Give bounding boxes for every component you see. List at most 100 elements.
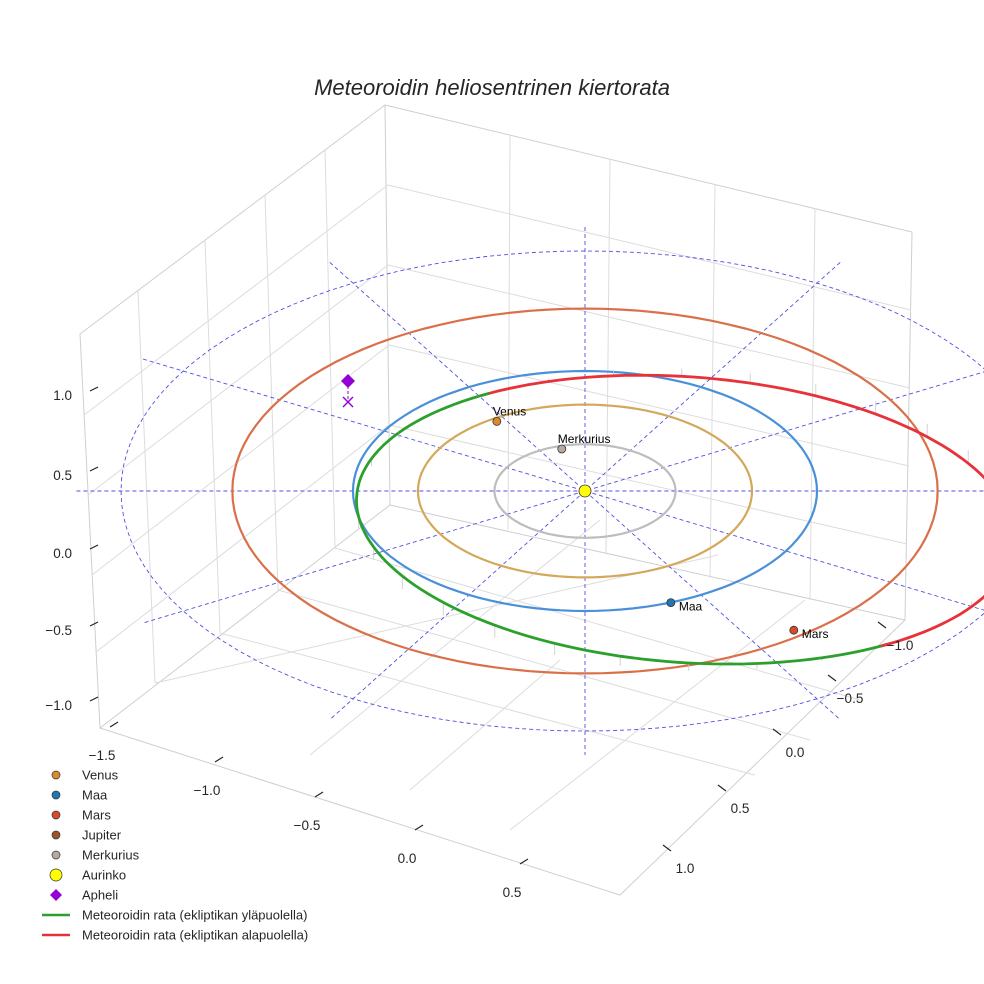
grid-line: [809, 207, 816, 601]
grid-line: [219, 632, 756, 776]
grid-line: [605, 159, 611, 554]
y-tick: [772, 728, 782, 736]
legend-item: Jupiter: [51, 828, 122, 843]
ecliptic-radial-line: [329, 262, 841, 720]
body-label-mars: Mars: [802, 627, 829, 641]
legend-circle-swatch: [51, 830, 61, 840]
aphelion-projection-marker: [342, 396, 354, 408]
z-tick-label: −0.5: [45, 623, 72, 638]
y-tick-label: 0.5: [731, 801, 750, 816]
legend-item: Apheli: [50, 888, 118, 903]
legend-label: Venus: [82, 768, 119, 783]
body-label-merkurius: Merkurius: [558, 432, 611, 446]
legend-circle-swatch: [51, 770, 61, 780]
z-tick: [89, 466, 99, 472]
pane-left-edge: [79, 104, 391, 729]
y-tick: [827, 674, 837, 682]
legend-label: Jupiter: [82, 828, 122, 843]
legend-circle-swatch: [51, 790, 61, 800]
legend-item: Venus: [51, 768, 119, 783]
y-tick-label: 1.0: [676, 861, 695, 876]
legend-label: Meteoroidin rata (ekliptikan yläpuolella…: [82, 908, 307, 923]
orbit-venus: [416, 403, 754, 579]
y-tick: [877, 621, 887, 629]
orbit-maa: [351, 369, 819, 613]
x-tick-label: 0.0: [398, 851, 417, 866]
x-tick: [314, 791, 324, 798]
y-tick-label: −0.5: [837, 691, 864, 706]
x-tick-label: −1.5: [89, 748, 116, 763]
chart-title: Meteoroidin heliosentrinen kiertorata: [314, 75, 670, 100]
y-tick: [662, 844, 672, 852]
legend-label: Apheli: [82, 888, 118, 903]
legend-item: Meteoroidin rata (ekliptikan yläpuolella…: [42, 908, 307, 923]
body-maa: [666, 598, 676, 607]
legend-item: Mars: [51, 808, 111, 823]
z-tick-label: 0.5: [53, 468, 72, 483]
x-tick-label: 0.5: [503, 885, 522, 900]
legend-label: Merkurius: [82, 848, 140, 863]
z-tick: [89, 696, 99, 702]
z-tick: [89, 386, 99, 392]
legend-circle-swatch: [49, 868, 63, 882]
meteoroid-orbit-below: [479, 373, 984, 648]
legend: Venus Maa Mars Jupiter Merkurius Aurinko Aphel…: [42, 768, 308, 943]
x-tick: [214, 756, 224, 763]
grid-line: [388, 344, 910, 467]
legend-item: Maa: [51, 788, 108, 803]
grid-line: [264, 194, 279, 591]
grid-line: [309, 519, 601, 756]
body-aurinko: [578, 484, 592, 498]
meteoroid-orbit-above: [355, 431, 891, 666]
x-tick: [109, 721, 119, 728]
axis-tick-labels: −1.5 −1.0 −0.5 0.0 0.5 −1.0 −0.5 0.0 0.5 1.0 −1.0 −…: [45, 388, 913, 900]
z-tick-label: 0.0: [53, 546, 72, 561]
z-tick-label: −1.0: [45, 698, 72, 713]
grid-line: [137, 290, 156, 684]
meteoroid-orbit: [355, 373, 984, 666]
ecliptic-grid: [74, 227, 984, 755]
orbit-merkurius: [493, 443, 677, 539]
orbit-mars: [231, 307, 939, 675]
grid-line: [204, 239, 221, 634]
legend-item: Aurinko: [49, 868, 126, 883]
legend-item: Merkurius: [51, 848, 140, 863]
aphelion-marker-group: [341, 374, 355, 408]
axis-panes: [79, 104, 913, 896]
y-tick-label: 0.0: [786, 745, 805, 760]
legend-circle-swatch: [51, 810, 61, 820]
grid-line: [87, 264, 389, 496]
grid-line: [387, 184, 912, 311]
grid-line: [507, 134, 511, 531]
ecliptic-radial-line: [329, 262, 841, 720]
pane-right-edge: [384, 104, 913, 621]
grid-line: [324, 149, 336, 549]
body-venus: [492, 416, 502, 426]
z-tick-label: 1.0: [53, 388, 72, 403]
x-tick-label: −1.0: [194, 783, 221, 798]
grid-line: [83, 184, 389, 416]
grid-line: [154, 554, 719, 684]
legend-diamond-swatch: [50, 889, 62, 901]
y-tick: [717, 784, 727, 792]
grid-line: [334, 547, 861, 701]
body-mars: [789, 625, 799, 635]
legend-item: Meteoroidin rata (ekliptikan alapuolella…: [42, 928, 308, 943]
legend-label: Aurinko: [82, 868, 126, 883]
body-label-maa: Maa: [679, 600, 703, 614]
meteoroid-orbit-above: [398, 391, 490, 434]
legend-label: Maa: [82, 788, 108, 803]
axis-ticks: [89, 386, 887, 865]
legend-circle-swatch: [51, 850, 61, 860]
grid-line: [709, 183, 716, 579]
bodies: Merkurius Venus Maa Mars: [492, 404, 829, 641]
grid-line: [95, 424, 390, 653]
z-tick: [89, 544, 99, 550]
grid-line: [387, 264, 911, 389]
planet-orbits: [231, 307, 939, 675]
grid-line: [91, 344, 390, 576]
x-tick: [414, 824, 424, 831]
x-tick: [519, 858, 529, 865]
legend-label: Mars: [82, 808, 111, 823]
legend-label: Meteoroidin rata (ekliptikan alapuolella…: [82, 928, 308, 943]
